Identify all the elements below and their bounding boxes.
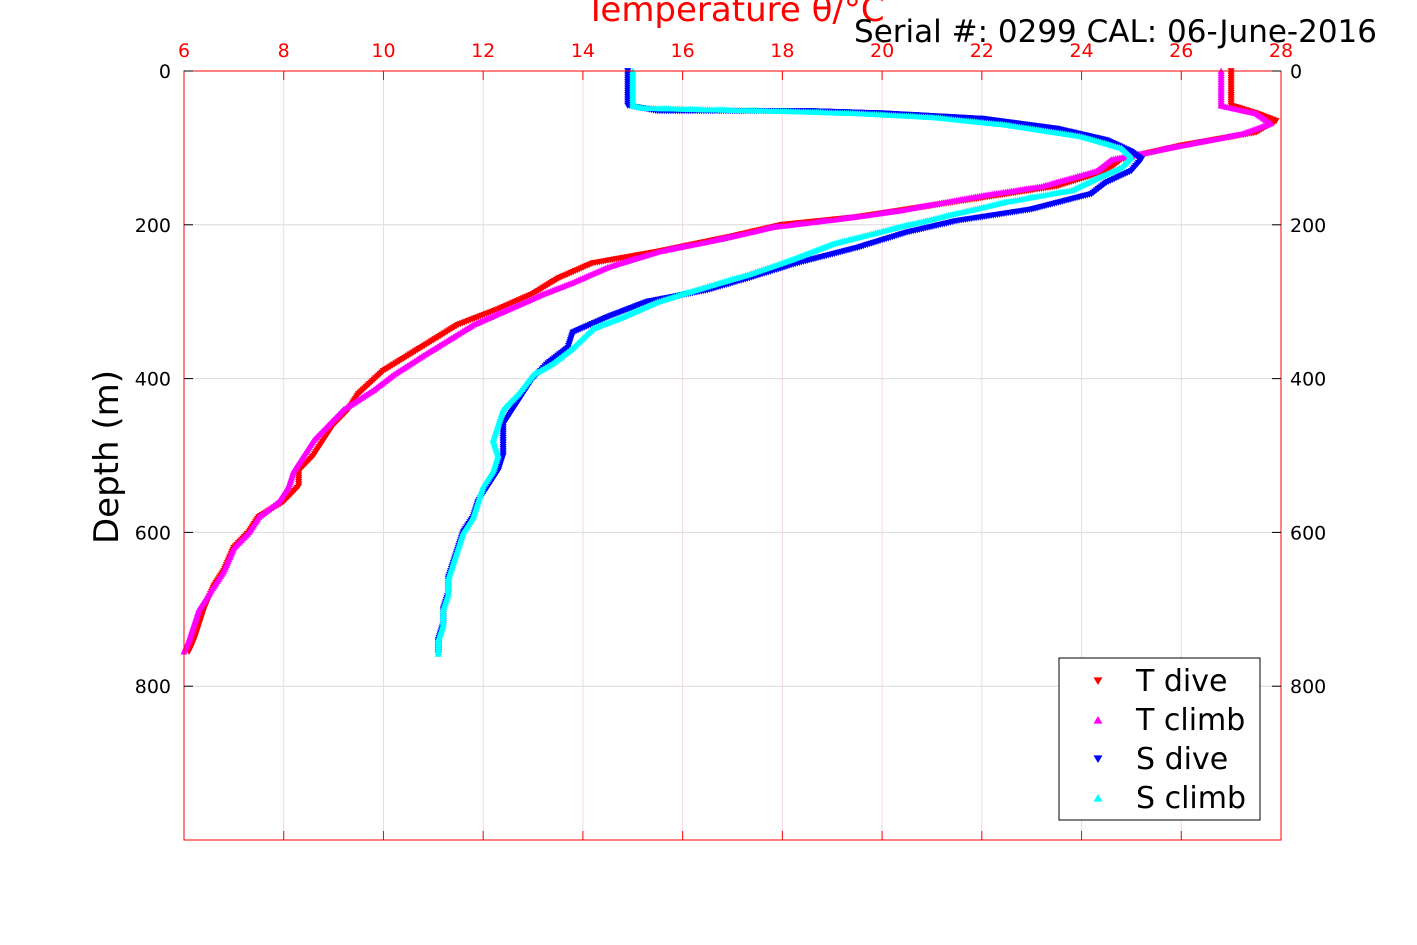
x-tick-label: 12 [471,40,495,62]
legend-label: T climb [1135,703,1245,738]
series-s-dive [434,68,1145,658]
plot-frame [183,70,1282,841]
x-tick-label: 28 [1269,40,1293,62]
legend-marker [1093,677,1103,686]
x-tick-label: 6 [178,40,190,62]
x-tick-label: 10 [371,40,395,62]
serial-annotation: Serial #: 0299 CAL: 06-June-2016 [854,14,1377,50]
y-axis-ticks: 0 0 200 200 400 400 600 600 800 800 [135,61,1327,698]
x-axis-ticks: 6 8 10 12 14 16 18 20 22 24 26 28 [178,40,1293,840]
legend-label: T dive [1135,664,1227,699]
legend-label: S climb [1136,781,1246,816]
legend-marker [1093,715,1103,724]
y-tick-label-right: 0 [1290,61,1302,83]
series-s-climb [434,67,1136,657]
data-point [434,650,442,657]
legend-box [1058,657,1261,821]
x-tick-label: 22 [970,40,994,62]
x-tick-label: 16 [671,40,695,62]
series-t-climb [180,67,1275,655]
y-axis-label: Depth (m) [87,370,127,544]
x-tick-label: 24 [1069,40,1093,62]
y-tick-label-left: 800 [135,676,171,698]
x-tick-label: 8 [278,40,290,62]
y-tick-label-right: 800 [1290,676,1326,698]
chart-title: Temperature θ/°C [584,0,884,30]
y-tick-label-right: 600 [1290,522,1326,544]
legend-label: S dive [1136,742,1228,777]
y-tick-label-left: 600 [135,522,171,544]
legend-marker [1093,793,1103,802]
legend: T dive T climb S dive S climb [1058,657,1261,821]
y-tick-label-right: 200 [1290,215,1326,237]
legend-marker [1093,755,1103,764]
y-tick-label-left: 200 [135,215,171,237]
x-tick-label: 18 [770,40,794,62]
x-tick-label: 20 [870,40,894,62]
y-tick-label-left: 0 [159,61,171,83]
y-tick-label-left: 400 [135,369,171,391]
data-series [180,67,1280,658]
x-tick-label: 26 [1169,40,1193,62]
x-tick-label: 14 [571,40,595,62]
y-tick-label-right: 400 [1290,369,1326,391]
